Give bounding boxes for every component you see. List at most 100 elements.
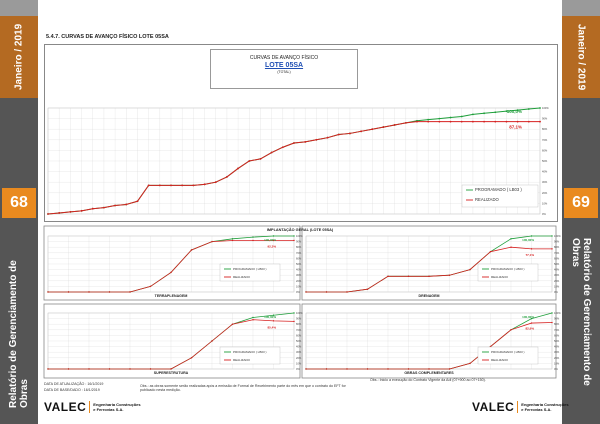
panel-title: TERRAPLENAGEM — [155, 294, 188, 298]
data-point — [237, 167, 239, 170]
sidebar-strip — [562, 0, 600, 18]
legend-label-planned: PROGRAMADO ( LB03 ) — [233, 350, 267, 354]
data-point — [530, 322, 533, 324]
y-tick-label: 90% — [554, 240, 560, 244]
base-date-note: DATA DE BASE/DADO : 16/1/2019 — [44, 388, 100, 392]
y-tick-label: 100% — [542, 106, 549, 110]
data-point — [88, 291, 90, 293]
data-point — [404, 121, 407, 124]
data-label-actual: 87,1% — [509, 125, 522, 130]
data-point — [483, 112, 485, 115]
data-point — [47, 291, 49, 293]
data-point — [129, 368, 131, 370]
y-tick-label: 50% — [296, 339, 302, 343]
data-point — [349, 132, 351, 135]
y-tick-label: 0% — [554, 367, 558, 371]
data-point — [448, 368, 451, 370]
data-point — [108, 368, 111, 370]
data-point — [211, 340, 213, 342]
data-label-planned: 100,00% — [522, 238, 534, 242]
data-point — [80, 209, 83, 212]
y-tick-label: 90% — [542, 117, 548, 121]
left-sidebar: Janeiro / 2019 68 Relatório de Gerenciam… — [0, 0, 38, 424]
data-point — [190, 249, 193, 251]
data-point — [337, 133, 340, 136]
report-title: Relatório de Gerenciamento de Obras — [570, 238, 592, 386]
data-point — [136, 200, 139, 203]
y-tick-label: 90% — [554, 317, 560, 321]
data-point — [248, 160, 251, 162]
data-point — [505, 120, 508, 123]
chart-title-line1: CURVAS DE AVANÇO FÍSICO — [249, 55, 319, 61]
sidebar-strip — [0, 0, 38, 18]
chart-panel: 0% 10%20% 30%40% 50% 60%70% 80%90% 100% 100,00%… — [47, 234, 303, 298]
y-tick-label: 50% — [554, 339, 560, 343]
data-point — [387, 368, 389, 370]
data-point — [326, 136, 329, 139]
y-tick-label: 100% — [296, 311, 303, 315]
data-point — [69, 210, 72, 213]
data-point — [325, 368, 328, 370]
y-tick-label: 40% — [296, 345, 302, 349]
data-point — [252, 316, 254, 319]
y-tick-label: 50% — [296, 262, 302, 266]
data-point — [67, 291, 70, 293]
data-point — [366, 288, 369, 290]
y-tick-label: 100% — [554, 311, 561, 315]
data-point — [516, 120, 519, 123]
data-point — [114, 204, 116, 207]
legend-label-planned: PROGRAMADO ( LB03 ) — [475, 187, 522, 192]
data-point — [539, 120, 541, 123]
data-point — [231, 323, 234, 325]
data-point — [305, 368, 307, 370]
data-point — [305, 291, 307, 293]
data-point — [158, 184, 161, 187]
y-tick-label: 10% — [296, 284, 302, 288]
data-point — [91, 207, 94, 210]
y-tick-label: 70% — [296, 328, 302, 332]
logo-brand: VALEC — [472, 400, 515, 414]
valec-logo-right: VALEC Engenharia Construções e Ferrovias … — [472, 400, 569, 414]
data-point — [170, 368, 172, 370]
y-tick-label: 80% — [296, 245, 302, 249]
y-tick-label: 70% — [296, 251, 302, 255]
data-point — [510, 238, 512, 240]
sidebar-date: Janeiro / 2019 — [562, 16, 600, 98]
data-point — [147, 184, 150, 187]
data-point — [293, 142, 295, 144]
data-point — [460, 115, 463, 118]
data-point — [505, 110, 508, 113]
logo-divider — [89, 401, 91, 413]
y-tick-label: 80% — [542, 127, 548, 131]
data-point — [252, 239, 254, 242]
legend-box — [219, 346, 281, 365]
data-point — [551, 235, 553, 237]
y-tick-label: 10% — [296, 361, 302, 365]
y-tick-label: 0% — [296, 367, 300, 371]
chart-panel: 0% 10%20% 30%40% 50% 60%70% 80%90% 100% 100,00%… — [47, 311, 303, 375]
data-point — [530, 317, 533, 320]
data-point — [539, 107, 541, 109]
data-point — [366, 368, 369, 370]
data-point — [259, 157, 262, 160]
data-point — [489, 250, 492, 253]
panel-title: OBRAS COMPLEMENTARES — [404, 371, 454, 375]
update-date-note: DATA DE ATUALIZAÇÃO : 16/1/2019 — [44, 382, 104, 386]
y-tick-label: 20% — [296, 356, 302, 360]
y-tick-label: 80% — [554, 245, 560, 249]
y-tick-label: 30% — [542, 180, 548, 184]
data-label-actual: 85,4% — [267, 325, 276, 329]
y-tick-label: 40% — [554, 345, 560, 349]
legend-box — [461, 184, 539, 208]
data-point — [407, 275, 410, 278]
data-point — [416, 120, 418, 123]
data-point — [438, 117, 441, 120]
data-point — [460, 120, 463, 123]
y-tick-label: 70% — [554, 251, 560, 255]
data-point — [510, 329, 512, 331]
data-point — [427, 118, 430, 121]
data-point — [47, 213, 49, 215]
legend-label-planned: PROGRAMADO ( LB03 ) — [491, 267, 525, 271]
data-point — [190, 357, 193, 359]
panel-title: SUPERESTRUTURA — [154, 371, 189, 375]
